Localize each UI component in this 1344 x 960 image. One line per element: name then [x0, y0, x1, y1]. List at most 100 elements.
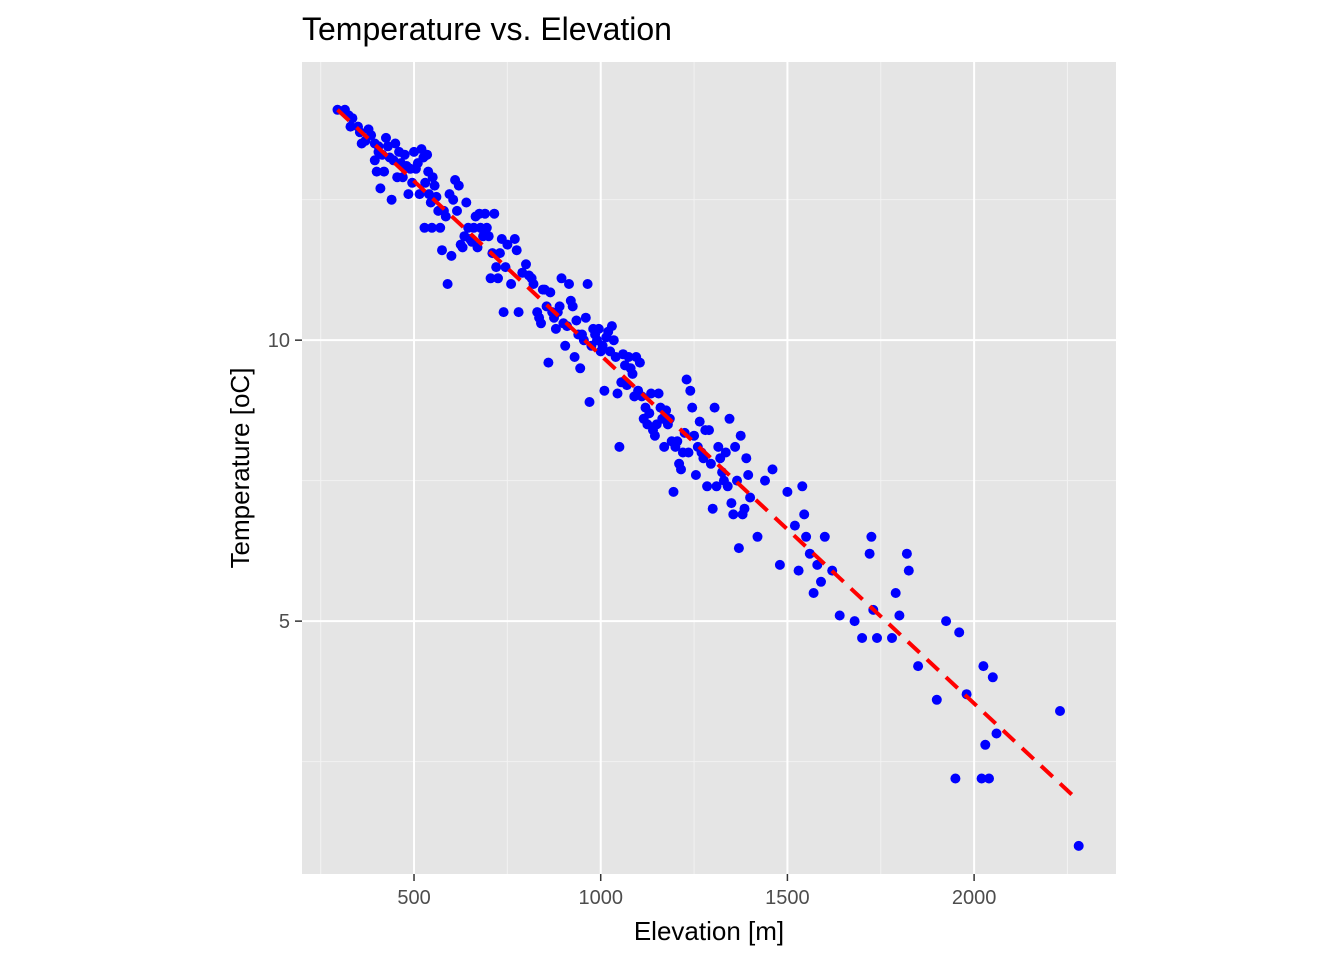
data-point [582, 279, 593, 289]
data-point [409, 146, 419, 157]
data-point [608, 335, 619, 346]
data-point [743, 470, 754, 480]
data-point [978, 661, 989, 672]
data-point [668, 486, 679, 497]
data-point [733, 543, 744, 554]
data-point [560, 340, 571, 351]
major-gridlines [302, 62, 1116, 874]
data-point [606, 321, 617, 332]
data-point [390, 138, 401, 149]
data-point [437, 245, 447, 256]
data-point [440, 211, 451, 222]
data-point [819, 531, 830, 542]
data-point [371, 166, 382, 177]
data-point [987, 672, 998, 683]
data-point [849, 616, 860, 627]
data-point [741, 453, 752, 464]
data-point [493, 273, 503, 284]
data-point [702, 481, 713, 492]
data-point [726, 498, 737, 509]
data-point [623, 352, 634, 362]
data-point [707, 503, 718, 514]
data-point [457, 242, 468, 253]
data-point [481, 222, 492, 233]
data-point [991, 728, 1002, 739]
data-point [644, 408, 655, 419]
data-point [728, 509, 739, 520]
data-point [984, 773, 994, 784]
data-point [556, 273, 567, 284]
data-point [379, 166, 390, 177]
data-point [767, 464, 778, 475]
data-point [901, 548, 912, 559]
data-point [872, 633, 882, 643]
data-point [528, 279, 539, 289]
data-point [690, 470, 701, 480]
data-point [804, 548, 815, 559]
data-point [567, 301, 578, 312]
x-tick-label: 1000 [578, 887, 623, 909]
data-point [506, 279, 517, 289]
x-tick-label: 500 [397, 887, 430, 909]
data-point [789, 520, 800, 531]
data-point [705, 458, 716, 469]
data-point [545, 287, 556, 298]
data-point [739, 503, 750, 514]
data-point [976, 773, 987, 784]
data-point [894, 610, 905, 621]
data-point [453, 180, 464, 191]
data-point [564, 279, 574, 289]
data-point [709, 402, 720, 413]
x-axis-title: Elevation [m] [634, 916, 784, 946]
data-point [446, 250, 457, 261]
data-point [554, 301, 565, 312]
data-point [480, 208, 490, 219]
data-point [745, 492, 756, 503]
data-point [681, 374, 692, 385]
x-axis: 500 1000 1500 2000 [397, 874, 996, 909]
data-point [580, 312, 591, 323]
data-point [612, 388, 623, 399]
data-point [575, 363, 586, 374]
data-point [722, 481, 733, 492]
data-point [887, 633, 897, 643]
data-point [704, 425, 714, 436]
data-point [774, 559, 785, 570]
data-point [386, 194, 397, 205]
data-point [980, 739, 991, 750]
data-point [711, 481, 722, 492]
data-point [1055, 706, 1065, 716]
data-point [452, 205, 462, 216]
data-point [634, 357, 645, 368]
trend-line [336, 108, 1081, 803]
data-point [683, 447, 694, 458]
data-point [950, 773, 961, 784]
x-tick-label: 1500 [765, 887, 810, 909]
data-point [672, 436, 683, 447]
data-point [931, 694, 942, 705]
data-point [502, 239, 513, 250]
data-point [420, 177, 431, 188]
data-point [687, 402, 698, 413]
data-point [627, 368, 638, 379]
data-point [422, 149, 433, 160]
data-point [500, 262, 511, 273]
data-point [646, 388, 657, 399]
y-axis-title: Temperature [oC] [225, 368, 255, 569]
data-point [816, 576, 826, 587]
data-point [857, 633, 868, 643]
data-point [381, 132, 391, 143]
data-point [954, 627, 965, 638]
data-point [369, 155, 380, 166]
x-tick-label: 2000 [952, 887, 997, 909]
data-point [461, 197, 472, 208]
data-point [569, 352, 580, 362]
data-point [890, 588, 901, 598]
data-point [793, 565, 804, 576]
data-point [375, 183, 386, 194]
data-point [659, 441, 670, 452]
data-point [347, 113, 358, 124]
data-point [550, 323, 561, 334]
data-point [513, 307, 524, 318]
